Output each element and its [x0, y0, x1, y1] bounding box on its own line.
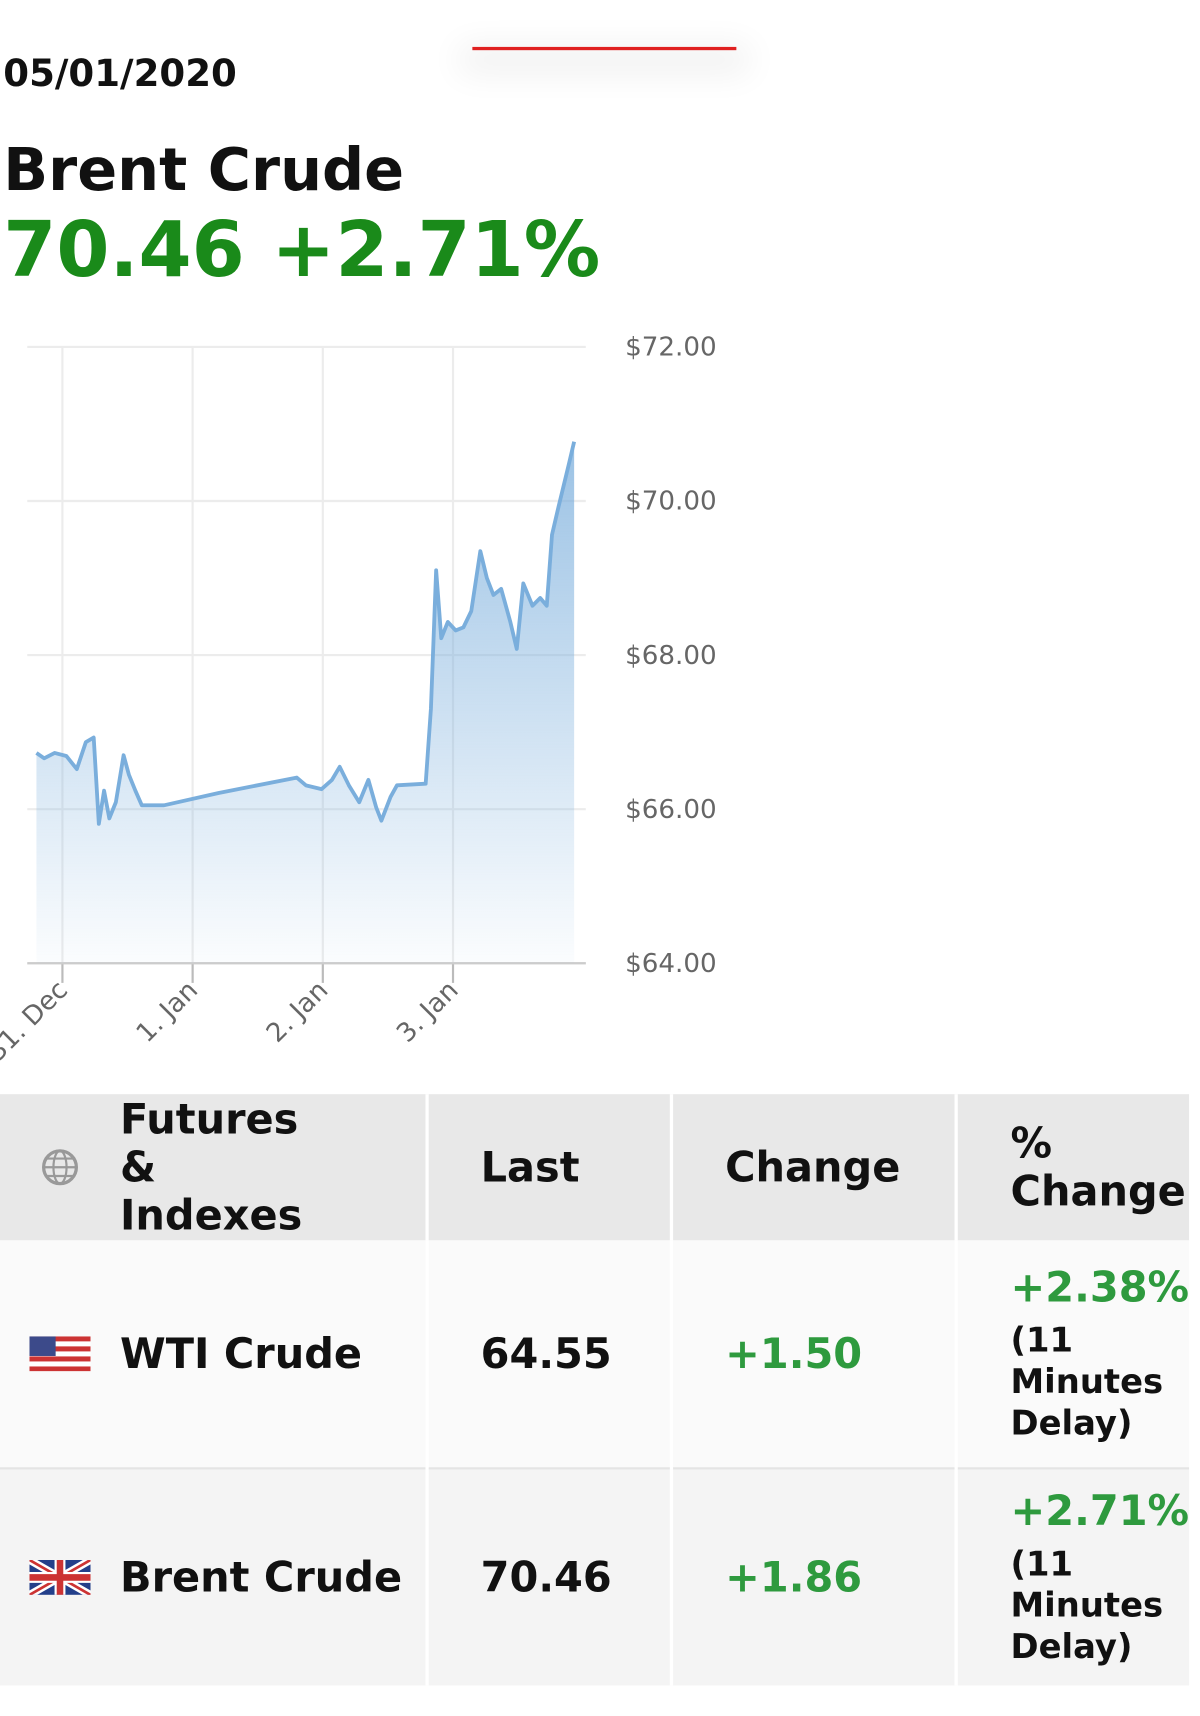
header-text: Futures & Indexes: [119, 1095, 303, 1240]
change-cell: +1.50: [669, 1240, 957, 1470]
pct-change: +2.38%: [1010, 1263, 1190, 1312]
title: Brent Crude: [3, 135, 405, 204]
y-tick-label: $72.00: [625, 333, 717, 363]
tab-indicator: [472, 46, 737, 51]
quote: 70.46 +2.71%: [3, 205, 600, 294]
instrument-name: Brent Crude: [119, 1553, 403, 1602]
table-row: Brent Crude 70.46 +1.86 +2.71% (11 Minutes D…: [0, 1468, 1190, 1686]
globe-icon: [41, 1149, 78, 1186]
delay-note: (11 Minutes Delay): [1010, 1321, 1164, 1444]
chart: $64.00 $66.00 $68.00 $70.00 $72.00 31. Dec 1. …: [0, 333, 717, 1068]
last-cell: 70.46: [424, 1468, 672, 1686]
change: +2.71%: [271, 205, 601, 295]
header-cell: % Change: [954, 1094, 1190, 1241]
area: [36, 441, 575, 964]
line: [35, 441, 576, 826]
date: 05/01/2020: [3, 52, 237, 96]
header-cell: Last: [424, 1094, 672, 1241]
header-cell: Change: [669, 1094, 957, 1241]
y-tick-label: $68.00: [625, 641, 717, 671]
name-cell: Brent Crude: [0, 1468, 427, 1686]
uk-flag: [29, 1559, 91, 1595]
y-tick-label: $64.00: [625, 949, 717, 979]
pct-change: +2.71%: [1010, 1486, 1190, 1535]
header-cell: Futures & Indexes: [0, 1094, 427, 1241]
y-tick-label: $66.00: [625, 795, 717, 825]
x-tick-label: 1. Jan: [131, 975, 204, 1048]
change-cell: +1.86: [669, 1468, 957, 1686]
pct-cell: +2.38% (11 Minutes Delay): [954, 1240, 1190, 1470]
delay-note: (11 Minutes Delay): [1010, 1544, 1164, 1667]
us-flag: [29, 1336, 91, 1372]
instrument-name: WTI Crude: [119, 1329, 363, 1378]
table-row: WTI Crude 64.55 +1.50 +2.38% (11 Minutes Del…: [0, 1240, 1190, 1470]
futures-table: Futures & Indexes Last Change % Change W…: [0, 1094, 1190, 1686]
x-tick-label: 31. Dec: [0, 975, 74, 1067]
last-cell: 64.55: [424, 1240, 672, 1470]
header-text: % Change: [1010, 1119, 1186, 1216]
price: 70.46: [3, 205, 245, 295]
name-cell: WTI Crude: [0, 1240, 427, 1470]
pct-cell: +2.71% (11 Minutes Delay): [954, 1468, 1190, 1686]
x-tick-label: 2. Jan: [261, 975, 334, 1048]
header-row: Futures & Indexes Last Change % Change: [0, 1094, 1190, 1241]
y-tick-label: $70.00: [625, 487, 717, 517]
x-tick-label: 3. Jan: [391, 975, 464, 1048]
